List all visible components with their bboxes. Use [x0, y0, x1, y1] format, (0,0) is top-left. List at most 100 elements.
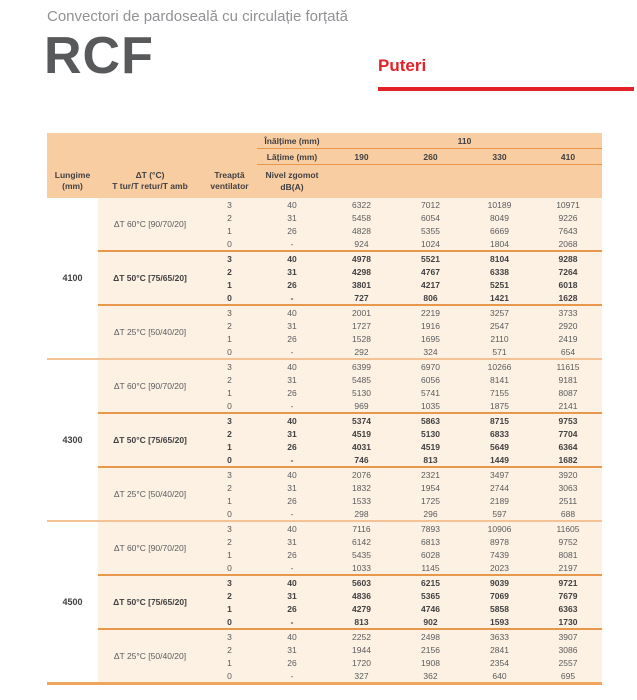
power-value: 1593 [465, 615, 534, 629]
nivel-zgomot-value: 31 [257, 427, 327, 440]
power-value: 296 [396, 507, 465, 521]
treapta-value: 3 [202, 574, 257, 589]
power-value: 4279 [327, 602, 396, 615]
header-row-columns: Lungime (mm) ΔT (°C) T tur/T retur/T amb T… [47, 164, 603, 198]
table-row: 0-298 296 597 688 [47, 507, 603, 521]
table-row: 2 31 1832 1954 2744 3063 [47, 481, 603, 494]
delta-t-label: ΔT 50°C [75/65/20] [98, 412, 202, 467]
power-value: 10189 [465, 198, 534, 211]
power-value: 3497 [465, 466, 534, 481]
power-value: 1528 [327, 332, 396, 345]
power-value: 1145 [396, 561, 465, 575]
nivel-zgomot-value: 31 [257, 589, 327, 602]
power-value: 6322 [327, 198, 396, 211]
nivel-zgomot-value: 40 [257, 412, 327, 427]
treapta-value: 2 [202, 265, 257, 278]
page-subtitle: Convectori de pardoseală cu circulație f… [47, 8, 348, 25]
power-value: 6399 [327, 358, 396, 373]
power-value: 7012 [396, 198, 465, 211]
header-spacer [327, 164, 603, 198]
treapta-value: 2 [202, 211, 257, 224]
table-row: ΔT 50°C [75/65/20] 3 40 5603 6215 9039 9721 [47, 574, 603, 629]
power-value: 9753 [534, 412, 603, 427]
power-value: 1908 [396, 656, 465, 669]
power-value: 6142 [327, 535, 396, 548]
table-row: 0-727 806 1421 1628 [47, 291, 603, 305]
table-row: 1 26 5130 5741 7155 8087 [47, 386, 603, 399]
power-value: 327 [327, 669, 396, 684]
treapta-value: 3 [202, 198, 257, 211]
nivel-zgomot-value: - [257, 669, 327, 684]
power-value: 1944 [327, 643, 396, 656]
power-value: 695 [534, 669, 603, 684]
power-value: 2841 [465, 643, 534, 656]
power-value: 5521 [396, 250, 465, 265]
table-row: ΔT 25°C [50/40/20] 3 40 2076 2321 3497 3920 [47, 466, 603, 521]
section-title: Puteri [378, 56, 427, 75]
power-value: 9039 [465, 574, 534, 589]
treapta-value: 1 [202, 494, 257, 507]
power-value: 4828 [327, 224, 396, 237]
nivel-zgomot-value: 26 [257, 332, 327, 345]
table-row: 4300 ΔT 60°C [90/70/20] 3 40 6399 6970 10266 11… [47, 358, 603, 521]
power-value: 5858 [465, 602, 534, 615]
power-value: 1720 [327, 656, 396, 669]
treapta-value: 2 [202, 589, 257, 602]
power-value: 8141 [465, 373, 534, 386]
power-value: 1725 [396, 494, 465, 507]
power-value: 10971 [534, 198, 603, 211]
treapta-value: 0 [202, 669, 257, 684]
width-value: 190 [327, 148, 396, 165]
power-value: 11605 [534, 520, 603, 535]
power-value: 3801 [327, 278, 396, 291]
treapta-value: 1 [202, 548, 257, 561]
table-row: 1 26 1528 1695 2110 2419 [47, 332, 603, 345]
power-value: 2141 [534, 399, 603, 413]
treapta-value: 3 [202, 250, 257, 265]
treapta-value: 2 [202, 481, 257, 494]
treapta-value: 1 [202, 386, 257, 399]
nivel-zgomot-value: - [257, 615, 327, 629]
power-value: 8087 [534, 386, 603, 399]
power-value: 2001 [327, 304, 396, 319]
treapta-value: 0 [202, 507, 257, 521]
table-row: ΔT 50°C [75/65/20] 3 40 4978 5521 8104 9288 [47, 250, 603, 305]
power-value: 7155 [465, 386, 534, 399]
power-value: 1533 [327, 494, 396, 507]
nivel-zgomot-value: 26 [257, 386, 327, 399]
nivel-zgomot-value: 26 [257, 278, 327, 291]
table-row: 2 31 1727 1916 2547 2920 [47, 319, 603, 332]
power-value: 727 [327, 291, 396, 305]
table-row: 0-924 1024 1804 2068 [47, 237, 603, 251]
power-value: 6970 [396, 358, 465, 373]
power-value: 6215 [396, 574, 465, 589]
power-value: 6364 [534, 440, 603, 453]
power-value: 8104 [465, 250, 534, 265]
power-value: 2219 [396, 304, 465, 319]
power-value: 1875 [465, 399, 534, 413]
table-row: 2 31 5485 6056 8141 9181 [47, 373, 603, 386]
power-value: 5435 [327, 548, 396, 561]
power-value: 2744 [465, 481, 534, 494]
power-value: 6018 [534, 278, 603, 291]
power-value: 324 [396, 345, 465, 359]
power-value: 7264 [534, 265, 603, 278]
table-row: 0-969 1035 1875 2141 [47, 399, 603, 413]
table-row: 2 31 4298 4767 6338 7264 [47, 265, 603, 278]
nivel-zgomot-value: 26 [257, 440, 327, 453]
power-value: 1730 [534, 615, 603, 629]
power-value: 3086 [534, 643, 603, 656]
table-row: 4100 ΔT 60°C [90/70/20] 3 40 6322 7012 10189 10… [47, 198, 603, 359]
power-value: 4519 [396, 440, 465, 453]
width-value: 330 [465, 148, 534, 165]
power-value: 8049 [465, 211, 534, 224]
header-spacer [47, 133, 257, 149]
table-row: ΔT 25°C [50/40/20] 3 40 2252 2498 3633 3907 [47, 628, 603, 684]
delta-t-label: ΔT 25°C [50/40/20] [98, 466, 202, 521]
table-row: 2 31 5458 6054 8049 9226 [47, 211, 603, 224]
power-value: 1695 [396, 332, 465, 345]
treapta-value: 0 [202, 399, 257, 413]
nivel-zgomot-value: - [257, 345, 327, 359]
nivel-zgomot-value: 26 [257, 548, 327, 561]
